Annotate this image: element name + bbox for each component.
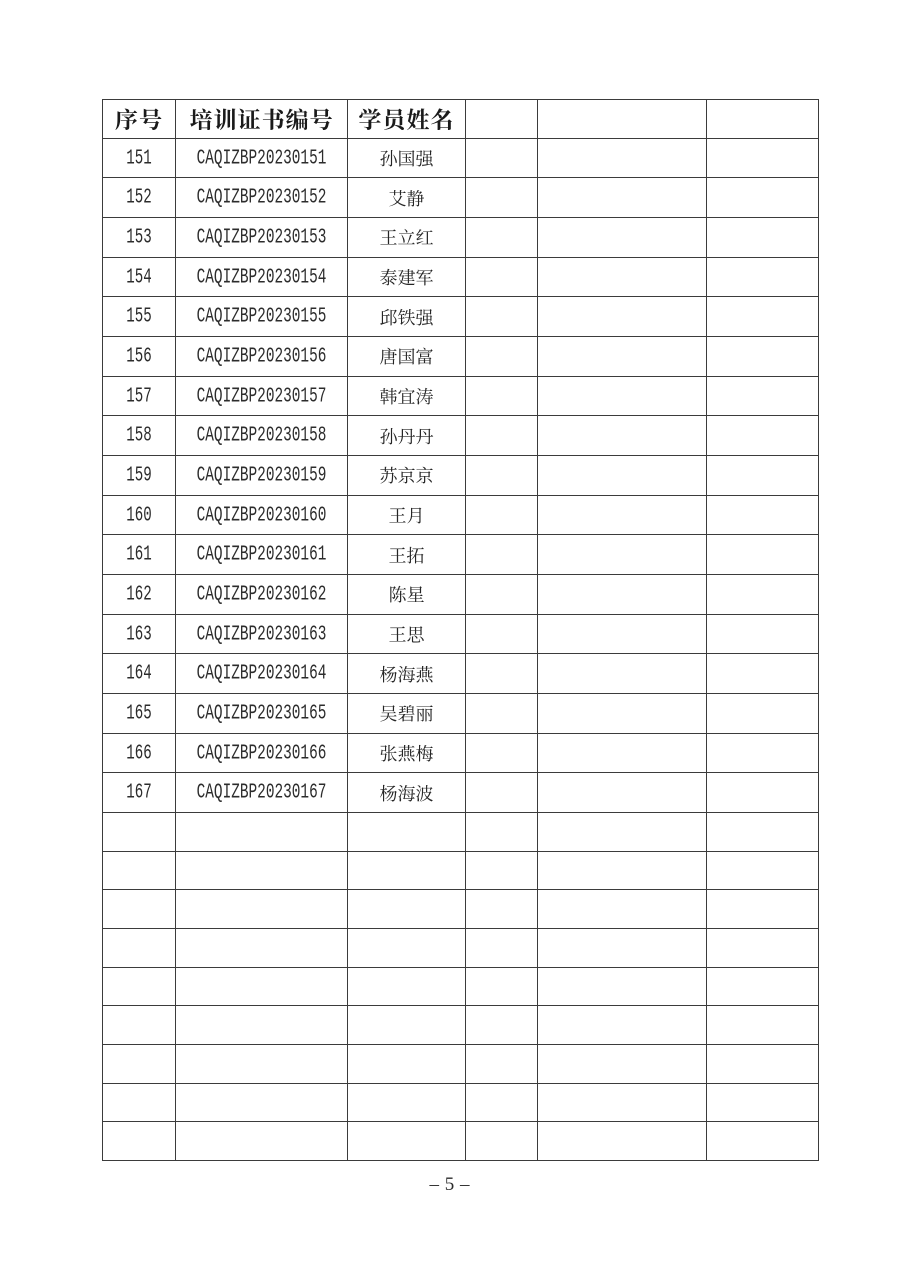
svg-text:CAQIZBP20230156: CAQIZBP20230156 bbox=[197, 345, 327, 368]
svg-text:152: 152 bbox=[126, 185, 151, 210]
svg-text:CAQIZBP20230163: CAQIZBP20230163 bbox=[197, 623, 327, 646]
svg-text:CAQIZBP20230153: CAQIZBP20230153 bbox=[197, 226, 327, 249]
svg-text:CAQIZBP20230166: CAQIZBP20230166 bbox=[197, 742, 327, 765]
svg-text:155: 155 bbox=[126, 304, 151, 329]
svg-text:162: 162 bbox=[126, 581, 151, 606]
svg-text:CAQIZBP20230160: CAQIZBP20230160 bbox=[197, 504, 327, 527]
svg-text:156: 156 bbox=[126, 343, 151, 368]
svg-text:151: 151 bbox=[126, 145, 151, 170]
svg-text:157: 157 bbox=[126, 383, 151, 408]
svg-text:CAQIZBP20230152: CAQIZBP20230152 bbox=[197, 187, 327, 210]
svg-text:160: 160 bbox=[126, 502, 151, 527]
svg-text:165: 165 bbox=[126, 700, 151, 725]
svg-text:166: 166 bbox=[126, 740, 151, 765]
svg-text:164: 164 bbox=[126, 661, 151, 686]
svg-text:CAQIZBP20230162: CAQIZBP20230162 bbox=[197, 583, 327, 606]
svg-text:159: 159 bbox=[126, 462, 151, 487]
svg-text:154: 154 bbox=[126, 264, 151, 289]
svg-text:163: 163 bbox=[126, 621, 151, 646]
svg-text:161: 161 bbox=[126, 542, 151, 567]
svg-text:CAQIZBP20230165: CAQIZBP20230165 bbox=[197, 702, 327, 725]
svg-text:CAQIZBP20230158: CAQIZBP20230158 bbox=[197, 425, 327, 448]
svg-text:CAQIZBP20230159: CAQIZBP20230159 bbox=[197, 464, 327, 487]
svg-text:167: 167 bbox=[126, 780, 151, 805]
svg-text:CAQIZBP20230167: CAQIZBP20230167 bbox=[197, 782, 327, 805]
svg-text:CAQIZBP20230154: CAQIZBP20230154 bbox=[197, 266, 327, 289]
svg-text:CAQIZBP20230151: CAQIZBP20230151 bbox=[197, 147, 327, 170]
svg-text:CAQIZBP20230161: CAQIZBP20230161 bbox=[197, 544, 327, 567]
svg-text:CAQIZBP20230155: CAQIZBP20230155 bbox=[197, 306, 327, 329]
svg-text:CAQIZBP20230157: CAQIZBP20230157 bbox=[197, 385, 327, 408]
svg-text:158: 158 bbox=[126, 423, 151, 448]
svg-text:CAQIZBP20230164: CAQIZBP20230164 bbox=[197, 663, 327, 686]
svg-text:153: 153 bbox=[126, 224, 151, 249]
